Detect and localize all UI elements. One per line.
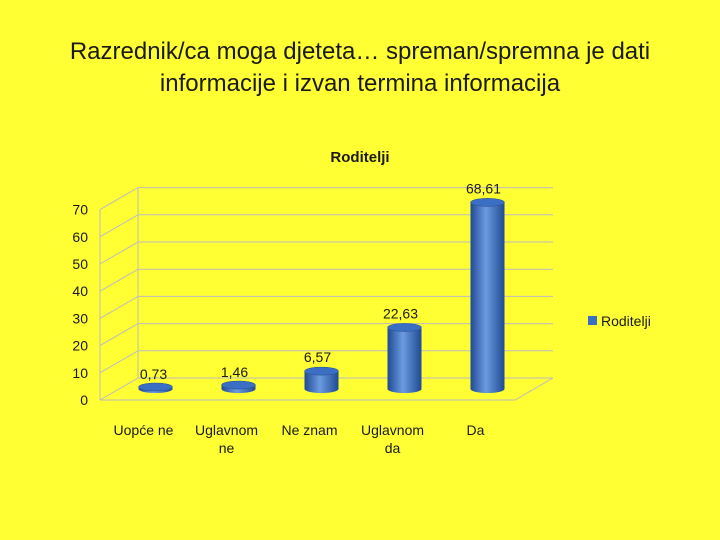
x-tick-label: ne [219, 440, 235, 456]
floor-edge [100, 377, 554, 401]
bar [470, 198, 505, 393]
legend-label: Roditelji [601, 313, 651, 329]
bar-body [138, 387, 173, 393]
y-tick-label: 70 [72, 202, 88, 218]
bar-top [470, 198, 505, 207]
slide-title-line-1: Razrednik/ca moga djeteta… spreman/sprem… [69, 38, 651, 65]
data-label: 1,46 [221, 364, 248, 380]
x-tick-label: da [385, 440, 401, 456]
x-tick-label: Uglavnom [361, 422, 424, 438]
slide-title: Razrednik/ca moga djeteta… spreman/sprem… [20, 36, 700, 100]
legend-swatch [588, 316, 597, 325]
bar [387, 323, 422, 393]
bar-top [387, 323, 422, 332]
bar-layer [138, 198, 505, 393]
x-tick-label: Da [467, 422, 485, 438]
bar-top [304, 366, 339, 376]
y-tick-label: 50 [72, 256, 88, 272]
bar-body [304, 371, 339, 393]
bar-body [470, 202, 505, 393]
axis-layer: 0 10 20 30 40 50 60 70 Uopće ne Uglavnom ne Ne znam… [72, 187, 554, 456]
data-label: 68,61 [466, 180, 501, 196]
bar-body [387, 327, 422, 393]
bar [138, 382, 173, 393]
data-label: 0,73 [140, 366, 167, 382]
data-label: 6,57 [304, 349, 331, 365]
y-tick-label: 60 [72, 229, 88, 245]
x-tick-label: Uopće ne [114, 422, 174, 438]
y-tick-label: 20 [72, 338, 88, 354]
bar [304, 366, 339, 393]
bar-top [138, 382, 173, 392]
bar-top [221, 380, 256, 390]
slide-title-line-2: informacije i izvan termina informacija [159, 70, 561, 97]
data-label: 22,63 [383, 305, 418, 321]
y-tick-label: 30 [72, 310, 88, 326]
legend: Roditelji [588, 313, 651, 329]
bar-body [221, 385, 256, 393]
x-tick-label: Uglavnom [195, 422, 258, 438]
y-tick-label: 40 [72, 283, 88, 299]
y-tick-label: 0 [80, 392, 88, 408]
chart-title: Roditelji [330, 149, 389, 166]
y-tick-label: 10 [72, 365, 88, 381]
bar [221, 380, 256, 393]
x-tick-label: Ne znam [281, 422, 337, 438]
label-layer: 0,73 1,46 6,57 22,63 68,61 [140, 180, 501, 382]
